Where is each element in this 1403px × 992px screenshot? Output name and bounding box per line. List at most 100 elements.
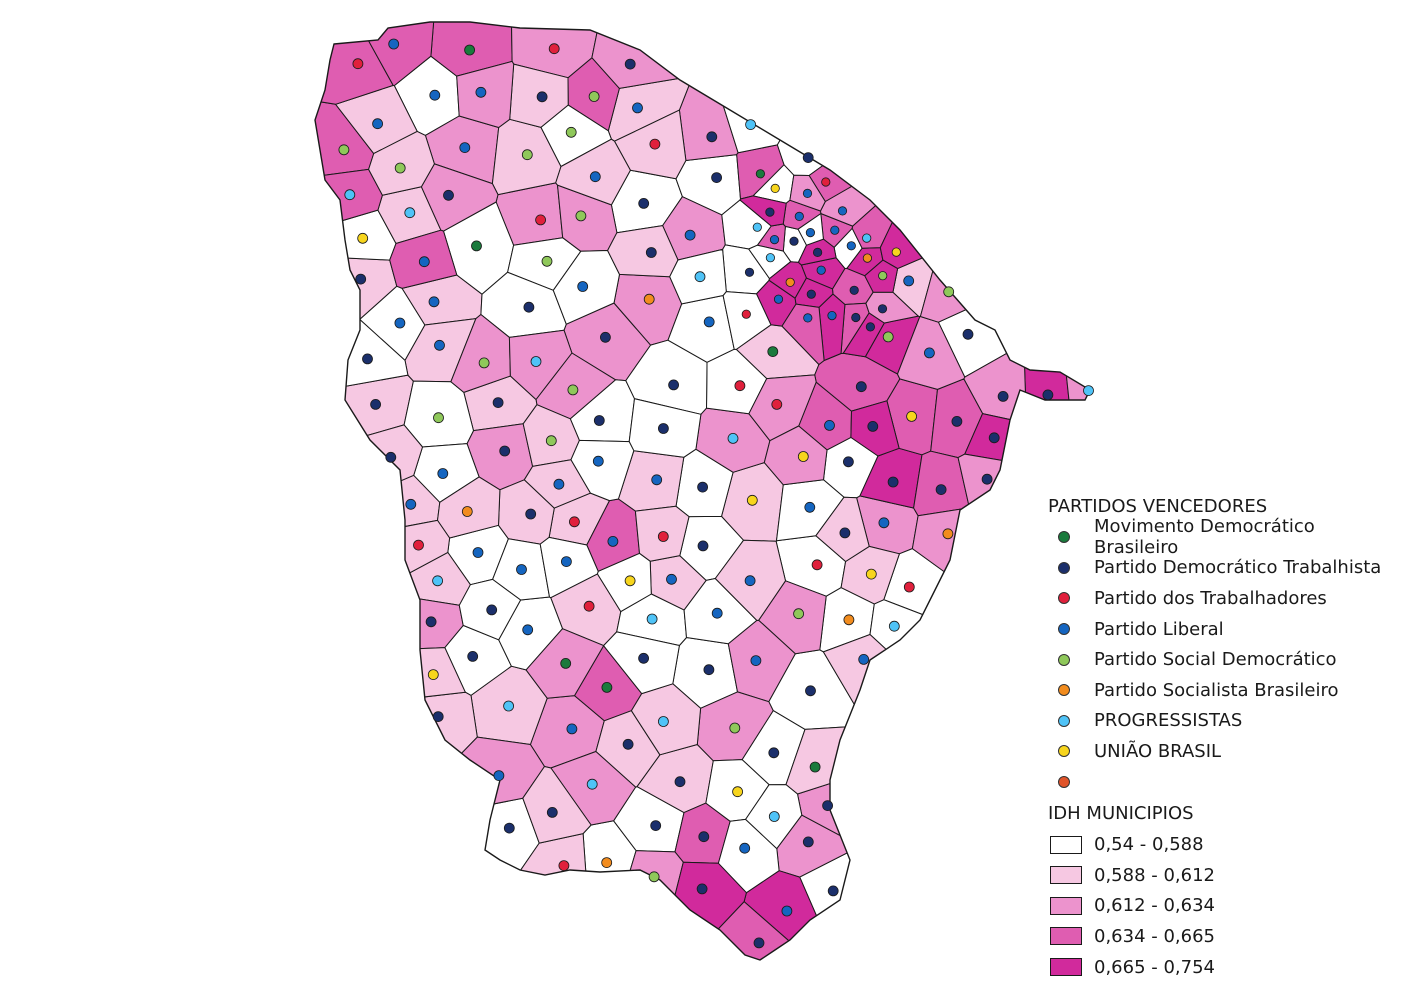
party-winner-marker: [558, 860, 570, 871]
party-winner-marker: [545, 435, 557, 447]
party-winner-marker: [535, 214, 546, 226]
party-winner-marker: [821, 177, 831, 187]
party-winner-marker: [809, 761, 821, 773]
party-winner-marker: [467, 651, 479, 662]
party-winner-marker: [624, 58, 636, 70]
party-winner-marker: [362, 353, 373, 365]
party-color-marker: [1058, 592, 1070, 605]
municipality-area: [808, 22, 1068, 202]
party-winner-marker: [471, 240, 482, 252]
party-winner-marker: [370, 398, 382, 410]
party-color-marker: [1058, 776, 1070, 789]
party-winner-marker: [794, 211, 804, 221]
party-winner-marker: [862, 233, 872, 243]
party-winner-marker: [768, 747, 780, 759]
party-legend-label: Partido Democrático Trabalhista: [1094, 557, 1382, 579]
party-winner-marker: [569, 516, 580, 528]
idh-legend-item: 0,665 - 0,754: [1048, 952, 1398, 983]
party-winner-marker: [503, 822, 515, 834]
party-winner-marker: [338, 144, 350, 156]
party-winner-marker: [745, 119, 756, 130]
idh-color-swatch: [1050, 835, 1082, 854]
party-winner-marker: [433, 412, 444, 424]
party-winner-marker: [830, 225, 840, 235]
municipality-area: [1057, 186, 1090, 518]
party-winner-marker: [434, 339, 445, 351]
idh-legend-label: 0,665 - 0,754: [1094, 956, 1215, 978]
party-winner-marker: [499, 445, 511, 457]
party-winner-marker: [769, 235, 780, 245]
party-winner-marker: [862, 253, 873, 263]
party-winner-marker: [643, 293, 655, 305]
party-winner-marker: [734, 380, 746, 392]
party-winner-marker: [781, 905, 793, 917]
party-winner-marker: [802, 836, 814, 848]
party-winner-marker: [651, 474, 663, 486]
party-winner-marker: [657, 531, 669, 542]
party-winner-marker: [575, 210, 587, 222]
party-winner-marker: [877, 304, 888, 314]
party-winner-marker: [811, 559, 823, 571]
party-winner-marker: [988, 432, 1000, 444]
party-winner-marker: [459, 142, 471, 154]
party-winner-marker: [822, 800, 833, 811]
municipality-area: [540, 104, 612, 167]
party-winner-marker: [732, 786, 743, 798]
party-color-marker: [1058, 623, 1070, 636]
municipality-area: [508, 329, 573, 400]
idh-color-swatch: [1050, 958, 1082, 977]
party-winner-marker: [413, 539, 424, 551]
party-winner-marker: [565, 126, 577, 138]
party-winner-marker: [752, 222, 762, 232]
idh-legend-item: 0,54 - 0,588: [1048, 829, 1398, 860]
party-winner-marker: [372, 118, 384, 130]
party-legend-item: Partido Democrático Trabalhista: [1048, 553, 1398, 584]
party-winner-marker: [521, 149, 533, 161]
party-winner-marker: [891, 247, 901, 257]
party-winner-marker: [903, 275, 915, 287]
party-winner-marker: [645, 247, 657, 258]
party-winner-marker: [632, 102, 643, 114]
idh-legend-label: 0,612 - 0,634: [1094, 895, 1215, 917]
party-winner-marker: [846, 241, 856, 251]
party-winner-marker: [878, 517, 890, 529]
party-winner-marker: [583, 600, 595, 612]
party-legend-label: Partido Liberal: [1094, 618, 1224, 640]
idh-legend-item: 0,634 - 0,665: [1048, 921, 1398, 952]
party-winner-marker: [646, 613, 658, 625]
party-winner-marker: [530, 356, 542, 367]
party-winner-marker: [773, 294, 784, 304]
party-winner-marker: [888, 620, 900, 632]
idh-color-swatch: [1050, 896, 1082, 915]
party-legend-label: Partido Socialista Brasileiro: [1094, 679, 1339, 701]
municipality-area: [785, 725, 927, 795]
party-winner-marker: [536, 91, 548, 103]
municipality-area: [315, 691, 478, 884]
municipality-area: [315, 797, 540, 960]
party-winner-marker: [997, 390, 1009, 402]
party-winner-marker: [824, 419, 835, 431]
party-winner-marker: [352, 58, 364, 70]
state-boundary: [314, 21, 1091, 961]
party-winner-marker: [750, 655, 762, 666]
party-winner-marker: [906, 410, 917, 422]
party-winner-marker: [478, 357, 490, 369]
party-winner-marker: [601, 682, 613, 693]
parties-legend-title: PARTIDOS VENCEDORES: [1048, 496, 1268, 517]
party-winner-marker: [405, 498, 417, 510]
party-legend-label: UNIÃO BRASIL: [1094, 740, 1222, 762]
party-winner-marker: [753, 937, 765, 949]
party-winner-marker: [746, 494, 758, 506]
party-winner-marker: [418, 256, 430, 268]
party-color-marker: [1058, 714, 1070, 727]
party-winner-marker: [624, 575, 636, 587]
municipality-area: [420, 163, 499, 232]
party-legend-label: Partido dos Trabalhadores: [1094, 587, 1327, 609]
idh-legend-list: 0,54 - 0,588 0,588 - 0,612 0,612 - 0,634 0,…: [1048, 829, 1398, 982]
party-legend-item: Partido Socialista Brasileiro: [1048, 675, 1398, 706]
municipality-area: [879, 22, 1090, 270]
idh-legend-label: 0,588 - 0,612: [1094, 864, 1215, 886]
party-color-marker: [1058, 684, 1070, 697]
party-winner-marker: [765, 207, 775, 217]
